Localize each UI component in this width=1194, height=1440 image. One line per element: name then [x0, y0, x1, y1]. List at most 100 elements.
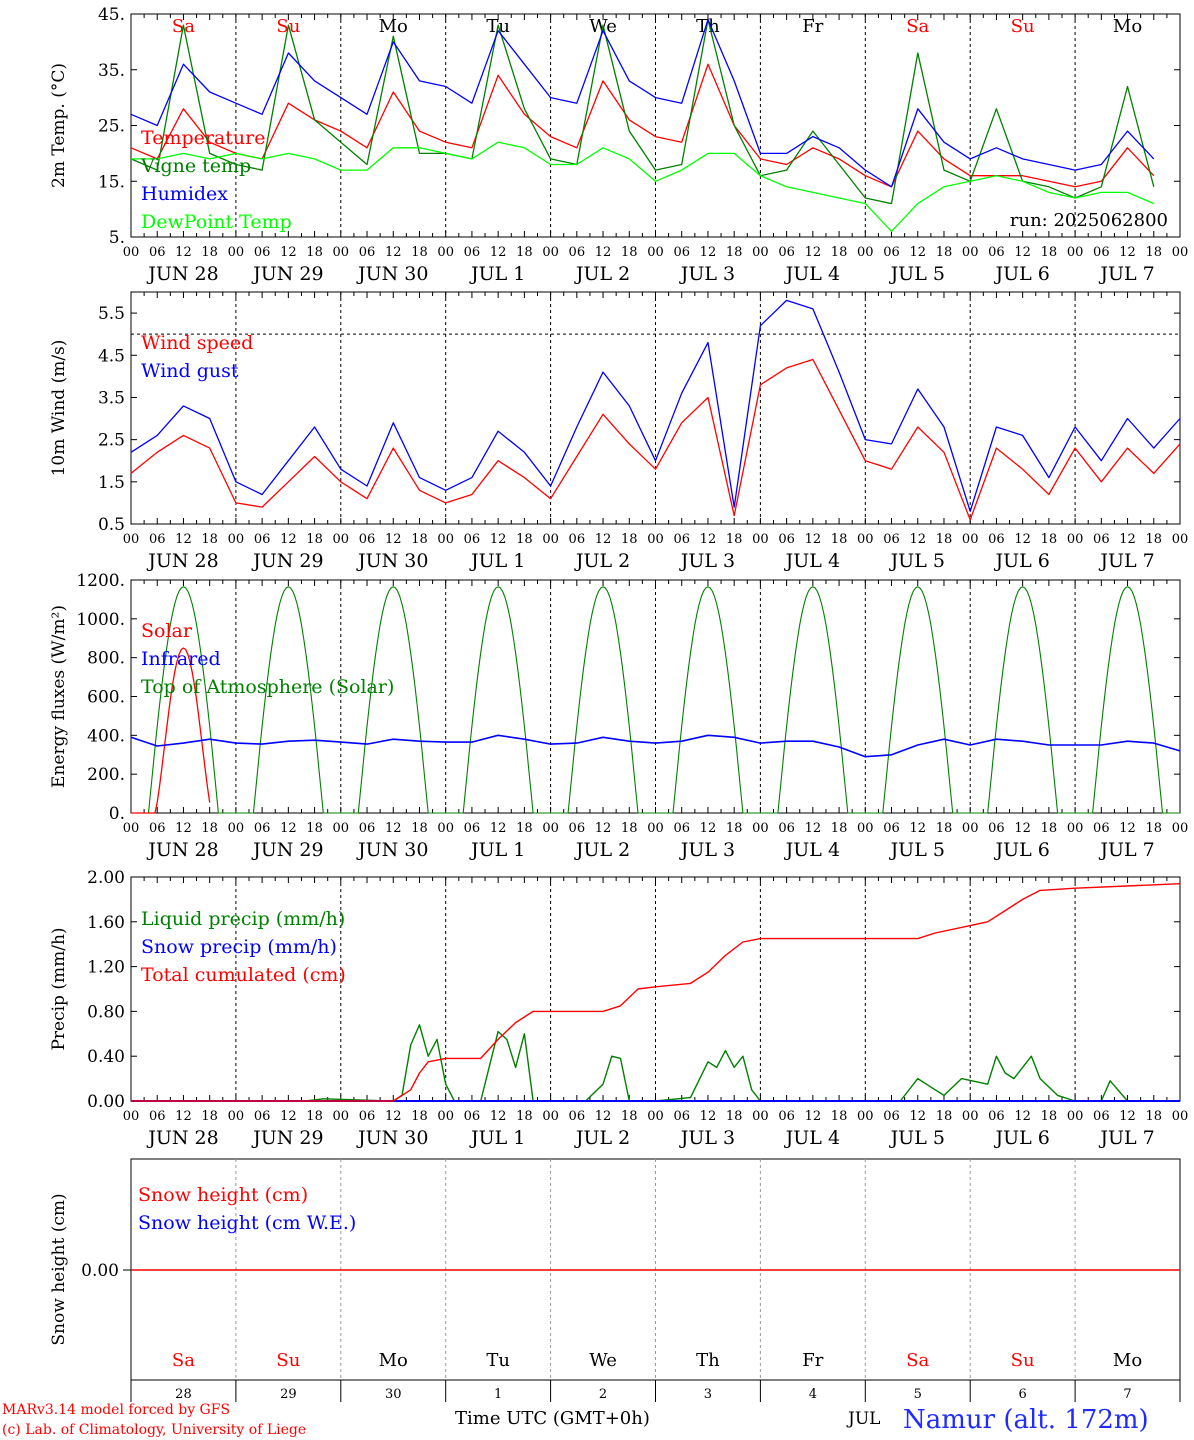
day-number-label: 1 — [494, 1387, 502, 1402]
hour-tick-label: 18 — [726, 1109, 743, 1124]
y-tick-label: 0.40 — [87, 1047, 125, 1067]
hour-tick-label: 12 — [1014, 245, 1031, 260]
weekday-label: Th — [696, 1350, 720, 1371]
legend-entry: Temperature — [141, 127, 265, 149]
y-tick-label: 2.5 — [98, 431, 125, 451]
hour-tick-label: 06 — [359, 821, 376, 836]
date-label: JUL 5 — [889, 839, 945, 861]
weekday-label: Sa — [172, 1350, 195, 1371]
hour-tick-label: 00 — [228, 532, 245, 547]
weekday-label: Sa — [906, 16, 929, 37]
series-vigne-temp — [130, 18, 1155, 205]
hour-tick-label: 12 — [805, 245, 822, 260]
legend-entry: Snow precip (mm/h) — [141, 936, 337, 958]
hour-tick-label: 12 — [909, 821, 926, 836]
panel-4: 0.00 0.40 0.80 1.20 1.60 2.00 Precip (mm/h) 00 0… — [49, 868, 1188, 1149]
hour-tick-label: 06 — [569, 1109, 586, 1124]
date-label: JUL 3 — [679, 839, 735, 861]
panel-2: 0.5 1.5 2.5 3.5 4.5 5.5 10m Wind (m/s) 00 06 12 18… — [49, 291, 1188, 572]
hour-tick-label: 18 — [1041, 245, 1058, 260]
hour-tick-label: 00 — [752, 245, 769, 260]
hour-tick-label: 06 — [464, 1109, 481, 1124]
series-liquid-precip-mm-h- — [131, 1024, 1180, 1102]
hour-tick-label: 12 — [595, 1109, 612, 1124]
y-tick-label: 2.00 — [87, 868, 125, 888]
hour-tick-label: 18 — [201, 821, 218, 836]
hour-tick-label: 06 — [883, 821, 900, 836]
hour-tick-label: 18 — [201, 1109, 218, 1124]
hour-tick-label: 12 — [490, 1109, 507, 1124]
hour-tick-label: 18 — [306, 245, 323, 260]
panel-frame — [130, 13, 1181, 238]
y-tick-label: 0.00 — [81, 1261, 119, 1281]
hour-tick-label: 18 — [411, 1109, 428, 1124]
date-label: JUN 28 — [146, 1127, 218, 1149]
date-label: JUL 2 — [574, 839, 630, 861]
day-number-label: 29 — [280, 1387, 297, 1402]
y-tick-label: 0.00 — [87, 1092, 125, 1112]
legend-entry: Vigne temp — [140, 155, 251, 177]
hour-tick-label: 06 — [673, 532, 690, 547]
hour-tick-label: 06 — [988, 821, 1005, 836]
date-label: JUN 30 — [356, 839, 428, 861]
date-label: JUL 4 — [784, 1127, 840, 1149]
date-label: JUN 29 — [251, 263, 323, 285]
hour-tick-label: 00 — [437, 821, 454, 836]
hour-tick-label: 00 — [228, 1109, 245, 1124]
hour-tick-label: 12 — [909, 245, 926, 260]
hour-tick-label: 12 — [280, 245, 297, 260]
y-tick-label: 25. — [98, 117, 125, 137]
weekday-label: Mo — [379, 1350, 408, 1371]
y-tick-label: 15. — [98, 172, 125, 192]
hour-tick-label: 18 — [411, 821, 428, 836]
y-axis-label: 10m Wind (m/s) — [49, 340, 69, 477]
weekday-label: Mo — [1113, 16, 1142, 37]
time-axis-label: Time UTC (GMT+0h) — [455, 1408, 650, 1429]
hour-tick-label: 18 — [306, 532, 323, 547]
hour-tick-label: 00 — [123, 245, 140, 260]
day-number-label: 30 — [385, 1387, 402, 1402]
hour-tick-label: 06 — [778, 1109, 795, 1124]
y-tick-label: 0.5 — [98, 515, 125, 535]
hour-tick-label: 00 — [123, 532, 140, 547]
hour-tick-label: 00 — [333, 1109, 350, 1124]
y-tick-label: 4.5 — [98, 346, 125, 366]
day-number-label: 3 — [704, 1387, 712, 1402]
date-label: JUL 7 — [1098, 1127, 1154, 1149]
hour-tick-label: 06 — [464, 532, 481, 547]
date-label: JUL 6 — [993, 1127, 1049, 1149]
date-label: JUN 29 — [251, 550, 323, 572]
hour-tick-label: 00 — [1067, 532, 1084, 547]
date-label: JUN 28 — [146, 263, 218, 285]
hour-tick-label: 18 — [1146, 821, 1163, 836]
hour-tick-label: 06 — [254, 1109, 271, 1124]
hour-tick-label: 18 — [306, 1109, 323, 1124]
hour-tick-label: 18 — [411, 245, 428, 260]
hour-tick-label: 00 — [647, 245, 664, 260]
hour-tick-label: 12 — [805, 1109, 822, 1124]
hour-tick-label: 12 — [490, 532, 507, 547]
date-label: JUL 7 — [1098, 263, 1154, 285]
hour-tick-label: 18 — [726, 532, 743, 547]
hour-tick-label: 18 — [621, 821, 638, 836]
date-label: JUL 4 — [784, 839, 840, 861]
legend-entry: Top of Atmosphere (Solar) — [141, 676, 394, 698]
hour-tick-label: 06 — [673, 821, 690, 836]
hour-tick-label: 12 — [490, 821, 507, 836]
hour-tick-label: 06 — [1093, 821, 1110, 836]
hour-tick-label: 00 — [437, 532, 454, 547]
series-humidex — [130, 18, 1155, 188]
date-label: JUL 2 — [574, 1127, 630, 1149]
hour-tick-label: 00 — [333, 532, 350, 547]
day-number-label: 7 — [1123, 1387, 1131, 1402]
hour-tick-label: 00 — [1172, 245, 1189, 260]
hour-tick-label: 12 — [595, 245, 612, 260]
y-tick-label: 0. — [109, 804, 125, 824]
y-tick-label: 3.5 — [98, 388, 125, 408]
hour-tick-label: 18 — [516, 1109, 533, 1124]
y-axis-label: Snow height (cm) — [49, 1193, 69, 1345]
y-tick-label: 1.20 — [87, 958, 125, 978]
hour-tick-label: 06 — [254, 245, 271, 260]
hour-tick-label: 00 — [647, 1109, 664, 1124]
hour-tick-label: 12 — [490, 245, 507, 260]
